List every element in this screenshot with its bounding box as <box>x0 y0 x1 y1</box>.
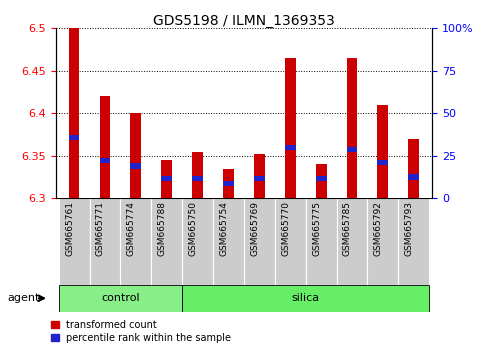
Text: GSM665785: GSM665785 <box>343 201 352 256</box>
Bar <box>161 176 172 181</box>
Bar <box>398 198 429 285</box>
Bar <box>161 160 172 198</box>
Bar <box>99 158 110 164</box>
Bar <box>182 198 213 285</box>
Bar <box>408 175 419 179</box>
Bar <box>378 105 388 198</box>
Bar <box>337 198 368 285</box>
Bar <box>58 285 182 312</box>
Text: silica: silica <box>292 293 320 303</box>
Text: GSM665770: GSM665770 <box>281 201 290 256</box>
Bar <box>408 139 419 198</box>
Bar <box>58 198 89 285</box>
Text: GDS5198 / ILMN_1369353: GDS5198 / ILMN_1369353 <box>153 14 335 28</box>
Bar <box>192 176 203 181</box>
Bar <box>223 181 234 186</box>
Bar <box>285 145 296 150</box>
Bar <box>254 176 265 181</box>
Text: GSM665754: GSM665754 <box>219 201 228 256</box>
Text: GSM665788: GSM665788 <box>158 201 167 256</box>
Bar <box>89 198 120 285</box>
Text: GSM665771: GSM665771 <box>96 201 105 256</box>
Text: GSM665750: GSM665750 <box>188 201 198 256</box>
Text: GSM665761: GSM665761 <box>65 201 74 256</box>
Text: GSM665792: GSM665792 <box>374 201 383 256</box>
Bar <box>244 198 275 285</box>
Bar <box>378 160 388 165</box>
Bar <box>316 164 327 198</box>
Bar <box>347 147 357 152</box>
Bar <box>368 198 398 285</box>
Bar <box>275 198 306 285</box>
Bar <box>69 135 80 139</box>
Bar <box>182 285 429 312</box>
Bar <box>192 152 203 198</box>
Bar <box>285 58 296 198</box>
Bar <box>120 198 151 285</box>
Bar <box>69 28 80 198</box>
Bar <box>130 164 141 169</box>
Bar <box>213 198 244 285</box>
Bar <box>151 198 182 285</box>
Text: GSM665775: GSM665775 <box>312 201 321 256</box>
Legend: transformed count, percentile rank within the sample: transformed count, percentile rank withi… <box>51 320 231 343</box>
Text: GSM665774: GSM665774 <box>127 201 136 256</box>
Bar <box>130 113 141 198</box>
Text: GSM665793: GSM665793 <box>405 201 414 256</box>
Bar <box>306 198 337 285</box>
Text: agent: agent <box>7 293 40 303</box>
Bar <box>99 96 110 198</box>
Text: GSM665769: GSM665769 <box>250 201 259 256</box>
Bar <box>347 58 357 198</box>
Bar <box>316 176 327 181</box>
Text: control: control <box>101 293 140 303</box>
Bar <box>254 154 265 198</box>
Bar <box>223 169 234 198</box>
